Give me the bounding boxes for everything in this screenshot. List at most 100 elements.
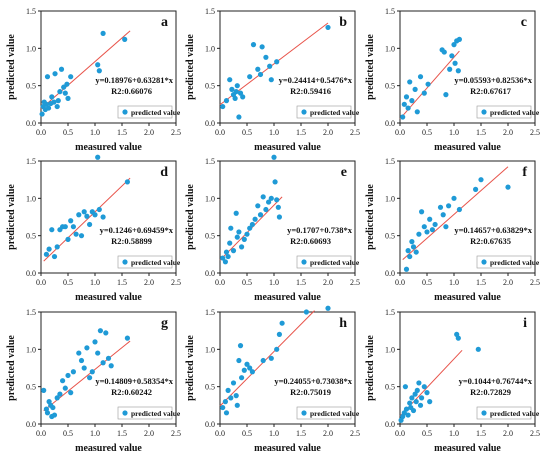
data-point — [447, 66, 453, 72]
fit-equation: y=0.05593+0.82536*x — [454, 75, 532, 85]
data-point — [412, 86, 418, 92]
data-point — [96, 68, 102, 74]
data-point — [263, 54, 269, 60]
y-tick-label: 1.5 — [385, 308, 395, 317]
y-tick-label: 0.5 — [26, 383, 36, 392]
x-tick-label: 1.0 — [449, 128, 459, 137]
data-point — [402, 384, 408, 390]
y-tick-label: 0.5 — [205, 82, 215, 91]
data-point — [62, 224, 68, 230]
plot-frame — [219, 311, 356, 425]
data-point — [236, 229, 242, 235]
data-point — [100, 214, 106, 220]
data-point — [274, 346, 280, 352]
data-point — [443, 224, 449, 230]
data-point — [303, 309, 309, 315]
data-point — [452, 60, 458, 66]
plot-frame — [219, 160, 356, 274]
legend-marker — [301, 410, 307, 416]
panel-letter: e — [341, 165, 347, 180]
data-point — [70, 224, 76, 230]
legend-marker — [301, 109, 307, 115]
data-point — [421, 90, 427, 96]
data-point — [68, 74, 74, 80]
x-tick-label: 0.0 — [215, 429, 225, 438]
data-point — [87, 375, 93, 381]
data-point — [70, 369, 76, 375]
y-tick-label: 0.5 — [205, 383, 215, 392]
panel-letter: f — [522, 165, 527, 180]
data-point — [65, 95, 71, 101]
data-point — [225, 387, 231, 393]
panel-a: 0.0 0.5 1.0 1.5 2.0 2.5 0.0 0.5 1.0 1.5 measured v… — [6, 7, 181, 153]
data-point — [249, 369, 255, 375]
x-tick-label: 0.0 — [215, 278, 225, 287]
y-tick-label: 1.5 — [385, 157, 395, 166]
x-tick-label: 1.5 — [117, 278, 127, 287]
data-point — [124, 335, 130, 341]
data-point — [76, 212, 82, 218]
data-point — [95, 62, 101, 68]
data-point — [51, 412, 58, 418]
data-point — [41, 387, 47, 393]
y-tick-label: 0.5 — [385, 383, 395, 392]
data-point — [247, 225, 253, 231]
data-point — [456, 36, 462, 42]
y-tick-label: 0.0 — [385, 119, 395, 128]
y-axis-title: predicted value — [185, 184, 196, 250]
data-point — [272, 179, 278, 185]
y-tick-label: 1.5 — [385, 7, 395, 16]
y-tick-label: 1.5 — [26, 157, 36, 166]
data-point — [222, 399, 228, 405]
data-point — [65, 236, 71, 242]
x-tick-label: 1.5 — [296, 429, 306, 438]
data-point — [97, 328, 103, 334]
data-point — [103, 330, 109, 336]
x-tick-label: 2.0 — [503, 128, 513, 137]
data-point — [81, 209, 87, 215]
data-point — [54, 395, 60, 401]
data-point — [54, 244, 60, 250]
x-axis-title: measured value — [254, 292, 321, 303]
data-point — [84, 345, 90, 351]
data-point — [400, 114, 406, 120]
fit-equation: y=0.18976+0.63281*x — [95, 75, 173, 85]
fit-equation: y=0.1246+0.69459*x — [100, 225, 174, 235]
data-point — [449, 53, 455, 59]
panel-letter: h — [339, 316, 347, 331]
x-tick-label: 2.5 — [530, 278, 540, 287]
data-point — [407, 253, 413, 260]
x-tick-label: 1.0 — [90, 429, 100, 438]
r2-value: R2:0.72829 — [470, 387, 511, 397]
data-point — [240, 94, 246, 100]
y-tick-label: 0.0 — [26, 269, 36, 278]
y-axis-title: predicted value — [365, 34, 376, 100]
legend-box — [296, 255, 352, 269]
data-point — [62, 385, 68, 391]
data-point — [405, 248, 411, 254]
legend: predicted value — [296, 406, 360, 420]
data-point — [68, 390, 74, 396]
legend-marker — [481, 259, 487, 265]
data-point — [228, 225, 234, 231]
x-tick-label: 1.5 — [117, 429, 127, 438]
data-point — [413, 399, 419, 405]
data-point — [233, 89, 239, 95]
data-point — [78, 233, 85, 239]
data-point — [443, 92, 449, 98]
x-axis-title: measured value — [75, 292, 142, 303]
x-tick-label: 1.5 — [476, 429, 486, 438]
y-tick-label: 0.5 — [385, 232, 395, 241]
y-axis-title: predicted value — [6, 184, 17, 250]
r2-value: R2:0.67617 — [470, 86, 512, 96]
data-point — [274, 59, 280, 65]
x-tick-label: 1.5 — [296, 128, 306, 137]
data-point — [407, 400, 413, 406]
data-point — [100, 30, 106, 36]
data-point — [405, 412, 411, 418]
x-axis-title: measured value — [434, 142, 501, 153]
legend-label: predicted value — [131, 409, 181, 418]
y-tick-label: 0.5 — [26, 82, 36, 91]
data-point — [227, 240, 233, 246]
x-tick-label: 0.5 — [422, 278, 432, 287]
